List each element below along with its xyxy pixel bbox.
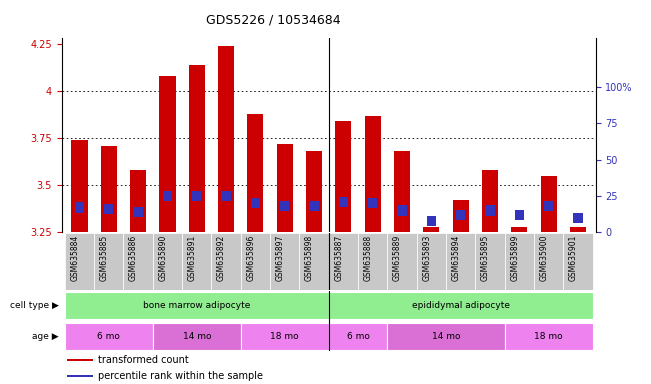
Text: 14 mo: 14 mo: [432, 332, 460, 341]
Text: epididymal adipocyte: epididymal adipocyte: [411, 301, 510, 310]
Text: transformed count: transformed count: [98, 355, 189, 365]
Text: bone marrow adipocyte: bone marrow adipocyte: [143, 301, 251, 310]
Text: percentile rank within the sample: percentile rank within the sample: [98, 371, 263, 381]
Text: GSM635901: GSM635901: [569, 235, 578, 281]
Bar: [309, 201, 319, 211]
Text: GSM635897: GSM635897: [276, 235, 284, 281]
Bar: [544, 201, 553, 211]
Bar: [124, 233, 153, 290]
Bar: [67, 375, 93, 377]
Bar: [133, 207, 143, 217]
Bar: [75, 202, 84, 213]
Bar: [570, 227, 586, 232]
Text: GDS5226 / 10534684: GDS5226 / 10534684: [206, 13, 340, 26]
Text: 6 mo: 6 mo: [346, 332, 370, 341]
Bar: [329, 233, 358, 290]
Bar: [329, 292, 592, 319]
Bar: [387, 323, 505, 350]
Text: 6 mo: 6 mo: [98, 332, 120, 341]
Bar: [511, 227, 527, 232]
Text: GSM635893: GSM635893: [422, 235, 432, 281]
Text: cell type ▶: cell type ▶: [10, 301, 59, 310]
Text: GSM635899: GSM635899: [510, 235, 519, 281]
Bar: [358, 233, 387, 290]
Bar: [67, 359, 93, 361]
Bar: [482, 170, 498, 232]
Text: GSM635887: GSM635887: [335, 235, 344, 281]
Text: GSM635900: GSM635900: [540, 235, 549, 281]
Text: GSM635886: GSM635886: [129, 235, 138, 281]
Bar: [182, 233, 212, 290]
Bar: [306, 151, 322, 232]
Bar: [394, 151, 410, 232]
Bar: [563, 233, 592, 290]
Bar: [280, 201, 290, 211]
Bar: [417, 233, 446, 290]
Bar: [65, 233, 94, 290]
Bar: [541, 176, 557, 232]
Bar: [397, 205, 407, 216]
Bar: [452, 200, 469, 232]
Bar: [299, 233, 329, 290]
Text: GSM635892: GSM635892: [217, 235, 226, 281]
Bar: [475, 233, 505, 290]
Bar: [505, 323, 592, 350]
Bar: [251, 198, 260, 209]
Bar: [104, 204, 113, 214]
Bar: [153, 323, 241, 350]
Bar: [339, 197, 348, 207]
Bar: [65, 292, 329, 319]
Text: GSM635891: GSM635891: [187, 235, 197, 281]
Bar: [221, 191, 231, 201]
Text: GSM635884: GSM635884: [70, 235, 79, 281]
Text: 14 mo: 14 mo: [182, 332, 211, 341]
Text: GSM635885: GSM635885: [100, 235, 109, 281]
Bar: [329, 323, 387, 350]
Text: GSM635888: GSM635888: [364, 235, 373, 281]
Text: 18 mo: 18 mo: [270, 332, 299, 341]
Bar: [241, 323, 329, 350]
Bar: [212, 233, 241, 290]
Bar: [368, 198, 378, 209]
Text: GSM635898: GSM635898: [305, 235, 314, 281]
Bar: [130, 170, 146, 232]
Bar: [365, 116, 381, 232]
Bar: [101, 146, 117, 232]
Bar: [505, 233, 534, 290]
Bar: [270, 233, 299, 290]
Bar: [486, 205, 495, 216]
Bar: [426, 215, 436, 226]
Text: GSM635894: GSM635894: [452, 235, 461, 281]
Bar: [218, 46, 234, 232]
Text: GSM635889: GSM635889: [393, 235, 402, 281]
Bar: [387, 233, 417, 290]
Bar: [335, 121, 352, 232]
Bar: [153, 233, 182, 290]
Text: 18 mo: 18 mo: [534, 332, 563, 341]
Text: GSM635895: GSM635895: [481, 235, 490, 281]
Bar: [192, 191, 201, 201]
Bar: [189, 65, 205, 232]
Bar: [247, 114, 264, 232]
Bar: [446, 233, 475, 290]
Bar: [241, 233, 270, 290]
Bar: [534, 233, 563, 290]
Bar: [163, 191, 172, 201]
Text: GSM635890: GSM635890: [158, 235, 167, 281]
Bar: [72, 140, 87, 232]
Bar: [423, 227, 439, 232]
Bar: [159, 76, 176, 232]
Bar: [574, 213, 583, 223]
Bar: [456, 210, 465, 220]
Bar: [94, 233, 124, 290]
Bar: [515, 210, 524, 220]
Text: age ▶: age ▶: [32, 332, 59, 341]
Text: GSM635896: GSM635896: [247, 235, 255, 281]
Bar: [277, 144, 293, 232]
Bar: [65, 323, 153, 350]
